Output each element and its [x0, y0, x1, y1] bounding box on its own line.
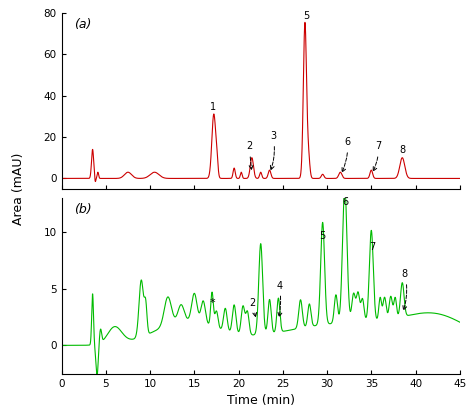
Text: 4: 4	[276, 281, 283, 317]
Text: 6: 6	[342, 137, 350, 172]
Text: 5: 5	[303, 11, 310, 21]
Text: 1: 1	[210, 102, 216, 112]
Text: 3: 3	[270, 131, 276, 170]
Text: 7: 7	[373, 142, 382, 171]
Text: 8: 8	[399, 144, 405, 155]
Text: 6: 6	[343, 197, 349, 207]
Text: *: *	[210, 298, 216, 307]
Text: 7: 7	[369, 242, 375, 252]
Text: 5: 5	[319, 231, 326, 241]
Text: (b): (b)	[73, 203, 91, 216]
Text: 2: 2	[250, 298, 256, 317]
X-axis label: Time (min): Time (min)	[227, 394, 295, 407]
Text: 2: 2	[246, 142, 253, 169]
Text: Area (mAU): Area (mAU)	[12, 153, 25, 225]
Text: (a): (a)	[73, 18, 91, 31]
Text: 8: 8	[402, 269, 408, 310]
